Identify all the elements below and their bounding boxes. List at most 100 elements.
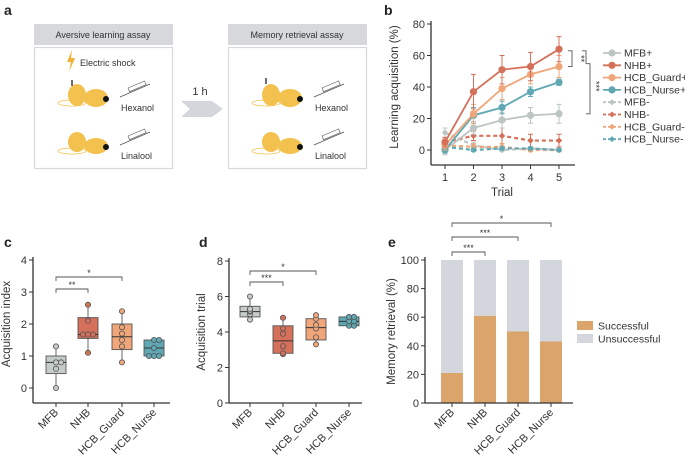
data-point (279, 343, 286, 350)
legend-label: NHB+ (624, 60, 652, 72)
arrow-label: 1 h (192, 86, 207, 98)
series-nhb- (441, 36, 563, 148)
data-point (53, 359, 60, 366)
legend-item: HCB_Guard- (603, 121, 685, 133)
syringe-icon (119, 128, 151, 146)
significance-label: * (500, 214, 504, 224)
data-point (555, 110, 563, 118)
data-point (498, 84, 506, 93)
x-tick-label: NHB (68, 407, 93, 432)
box1-header (34, 24, 173, 45)
bar-successful (540, 341, 562, 403)
y-axis-label: Acquisition trial (196, 293, 208, 370)
data-point (469, 110, 478, 118)
x-tick-label: MFB (432, 407, 457, 432)
data-point (469, 124, 478, 132)
y-tick-label: 0 (21, 383, 27, 395)
box-nhb (77, 301, 99, 356)
x-tick-label: 4 (527, 172, 533, 184)
data-point (498, 116, 506, 124)
significance-bracket (451, 236, 519, 241)
data-point (555, 62, 563, 71)
box-nhb (272, 314, 294, 358)
legend-item: NHB- (603, 109, 650, 121)
legend-label: Unsuccessful (598, 334, 660, 346)
y-tick-label: 100 (401, 255, 419, 267)
data-point (312, 341, 319, 348)
legend-item: MFB+ (603, 48, 652, 60)
legend-marker (608, 74, 616, 82)
panel-a-schematic: Aversive learning assay Electric shock H… (33, 24, 368, 170)
significance-label: *** (591, 81, 601, 92)
y-tick-label: 0 (217, 398, 223, 410)
significance-label: ** (576, 55, 586, 63)
x-tick-label: NHB (465, 407, 490, 432)
significance-label: *** (480, 228, 491, 238)
y-tick-label: 2 (217, 363, 223, 375)
x-tick-label: 1 (442, 172, 448, 184)
bee-icon (57, 132, 109, 155)
data-point (53, 343, 60, 350)
arrow-icon (181, 101, 223, 117)
data-point (246, 316, 253, 323)
y-tick-label: 6 (217, 292, 223, 304)
odor-linalool-2: Linalool (315, 151, 346, 161)
data-point (119, 308, 126, 315)
odor-hexanol-2: Hexanol (315, 103, 348, 113)
data-point (155, 336, 162, 343)
y-tick-label: 40 (407, 341, 419, 353)
y-tick-label: 20 (407, 369, 419, 381)
significance-bracket (249, 281, 284, 286)
data-point (145, 352, 152, 359)
legend-item: NHB+ (603, 60, 652, 72)
significance-bracket (451, 251, 486, 256)
legend-marker (609, 111, 615, 118)
bar-successful (507, 331, 529, 403)
significance-label: * (87, 268, 91, 278)
significance-bracket (568, 50, 573, 67)
y-tick-label: 1 (21, 351, 27, 363)
data-point (441, 129, 449, 136)
legend-marker (609, 136, 615, 143)
box2-title: Memory retrieval assay (250, 30, 344, 40)
bar-unsuccessful (507, 260, 529, 332)
legend-label: MFB+ (624, 48, 652, 60)
legend-label: NHB- (624, 109, 650, 121)
y-tick-label: 20 (413, 114, 425, 126)
x-tick-label: 5 (556, 172, 562, 184)
data-point (526, 111, 535, 119)
bee-icon (57, 80, 109, 107)
y-tick-label: 4 (217, 327, 223, 339)
data-point (53, 365, 60, 372)
y-tick-label: 40 (413, 82, 425, 94)
data-point (498, 103, 506, 112)
data-point (555, 146, 563, 154)
series-line (444, 131, 560, 152)
significance-label: * (281, 262, 285, 272)
bar-successful (441, 372, 463, 403)
panel-label-e: e (388, 234, 396, 250)
data-point (469, 88, 478, 96)
legend-item: HCB_Nurse- (603, 134, 684, 146)
panel-label-b: b (384, 2, 393, 18)
data-point (119, 330, 126, 337)
y-tick-label: 8 (217, 256, 223, 268)
data-point (345, 313, 352, 320)
significance-bracket (582, 50, 591, 115)
legend-item: Successful (577, 321, 649, 333)
legend-label: HCB_Guard- (624, 121, 685, 133)
data-point (526, 88, 535, 96)
data-point (85, 317, 92, 324)
y-axis-label: Acquisition index (1, 281, 13, 368)
box-mfb (45, 343, 67, 391)
legend-marker (608, 86, 616, 94)
data-point (498, 66, 506, 74)
data-point (155, 352, 162, 359)
y-tick-label: 60 (407, 312, 419, 324)
panel-label-d: d (199, 234, 208, 250)
data-point (85, 349, 92, 356)
